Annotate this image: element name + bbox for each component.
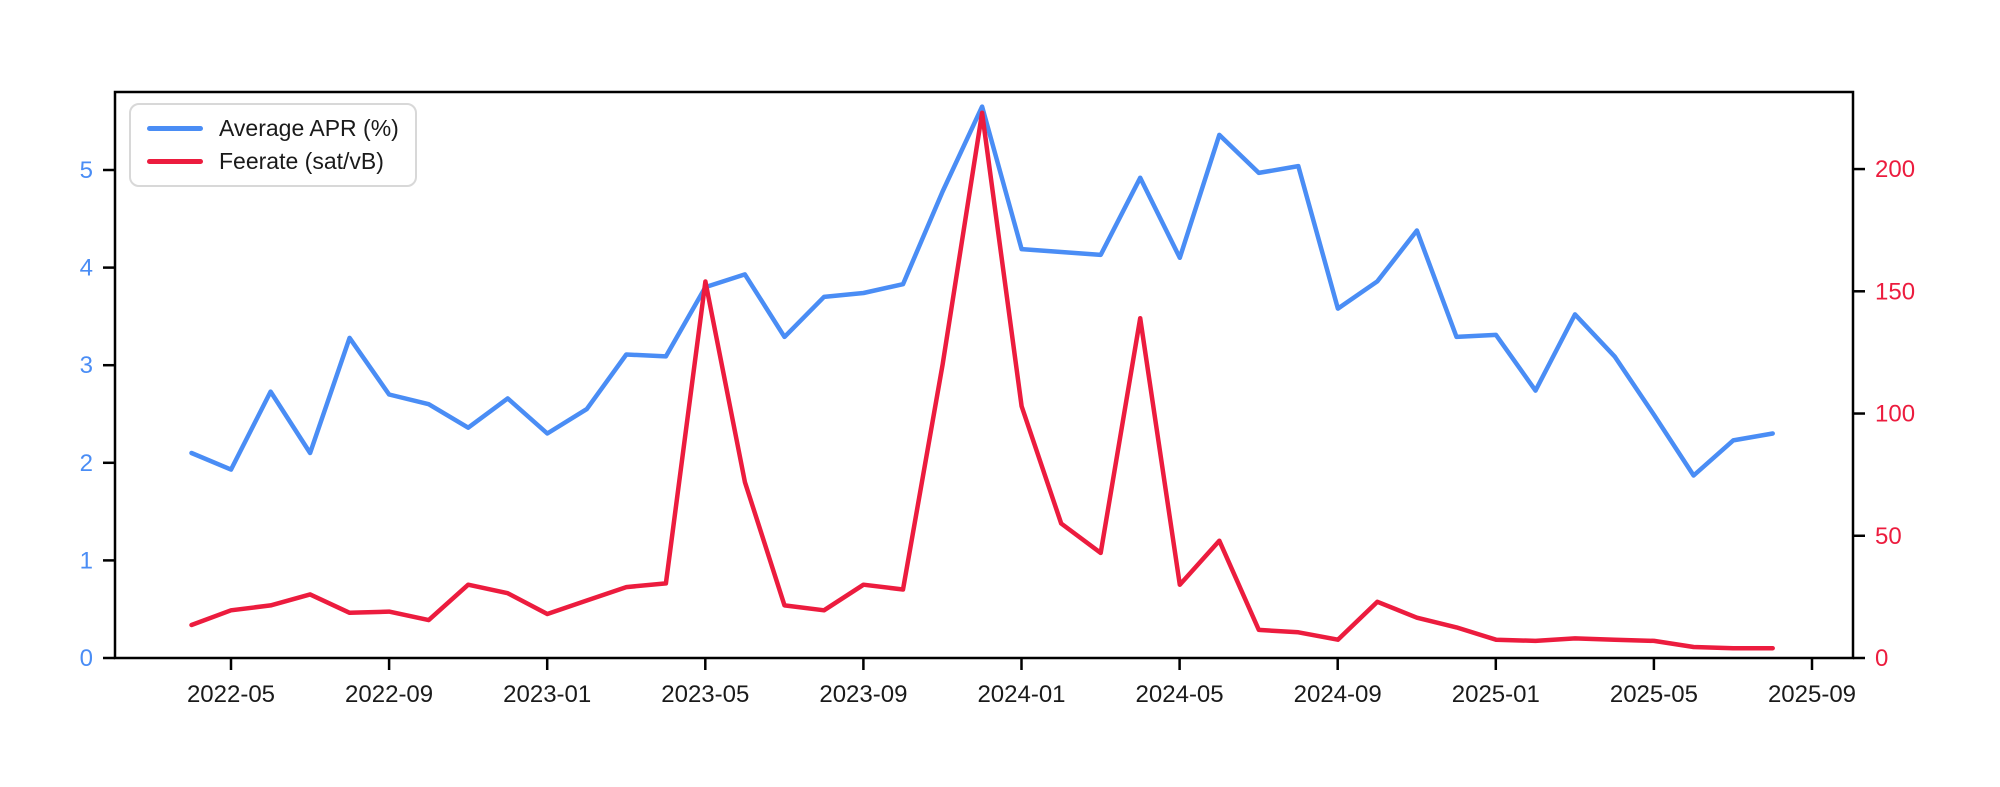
x-tick-label: 2025-09 [1768,681,1856,708]
legend-label-feerate: Feerate (sat/vB) [219,148,384,174]
x-tick-label: 2022-09 [345,681,433,708]
legend-label-apr: Average APR (%) [219,115,399,141]
x-tick-label: 2025-05 [1610,681,1698,708]
y-right-tick-label: 0 [1875,645,1888,672]
y-left-tick-label: 4 [80,255,93,282]
feerate-line-swatch-icon [147,159,203,164]
x-tick-label: 2024-01 [977,681,1065,708]
x-tick-label: 2023-05 [661,681,749,708]
legend: Average APR (%) Feerate (sat/vB) [129,103,417,187]
y-right-tick-label: 100 [1875,401,1915,428]
legend-item-feerate: Feerate (sat/vB) [147,150,415,173]
x-tick-label: 2025-01 [1452,681,1540,708]
x-tick-label: 2024-05 [1136,681,1224,708]
apr-line-swatch-icon [147,126,203,131]
plot-border [113,90,1855,660]
feerate-line [189,110,1775,651]
y-left-tick-label: 2 [80,450,93,477]
x-tick-label: 2023-01 [503,681,591,708]
x-tick-label: 2022-05 [187,681,275,708]
y-left-tick-label: 1 [80,547,93,574]
y-left-tick-label: 5 [80,157,93,184]
x-tick-label: 2023-09 [819,681,907,708]
y-right-tick-label: 50 [1875,523,1902,550]
apr-line [189,104,1775,478]
y-left-tick-label: 3 [80,352,93,379]
legend-item-apr: Average APR (%) [147,117,415,140]
y-right-tick-label: 150 [1875,278,1915,305]
y-left-tick-label: 0 [80,645,93,672]
y-right-tick-label: 200 [1875,156,1915,183]
x-tick-label: 2024-09 [1294,681,1382,708]
